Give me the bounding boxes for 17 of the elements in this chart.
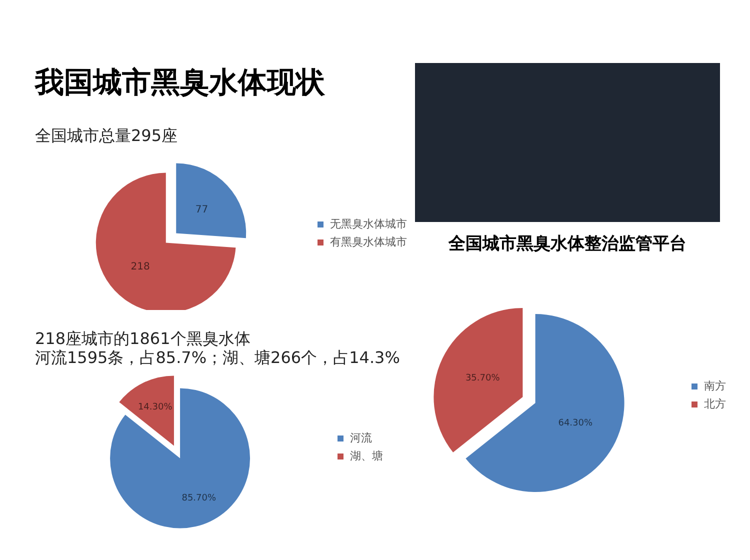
data-label: 218 [130, 262, 150, 273]
chart-title: 我国城市黑臭水体现状 [34, 65, 326, 99]
legend-label: 北方 [704, 398, 726, 410]
chart-subtitle: 全国城市总量295座 [35, 126, 178, 145]
data-label: 14.30% [138, 402, 173, 413]
data-label: 85.70% [182, 493, 216, 504]
legend-label: 湖、塘 [350, 450, 383, 462]
legend-label: 河流 [350, 432, 372, 444]
legend-label: 有黑臭水体城市 [330, 236, 407, 248]
data-label: 77 [195, 204, 208, 216]
text: 全国城市黑臭水体整治监管平台 [447, 233, 688, 255]
chart-title: 218座城市的1861个黑臭水体 [35, 329, 250, 348]
data-label: 35.70% [465, 374, 500, 384]
legend-label: 无黑臭水体城市 [330, 218, 407, 230]
data-label: 64.30% [558, 418, 593, 428]
legend-label: 南方 [704, 380, 726, 392]
chart-subtitle: 河流1595条，占85.7%；湖、塘266个，占14.3% [35, 348, 400, 367]
